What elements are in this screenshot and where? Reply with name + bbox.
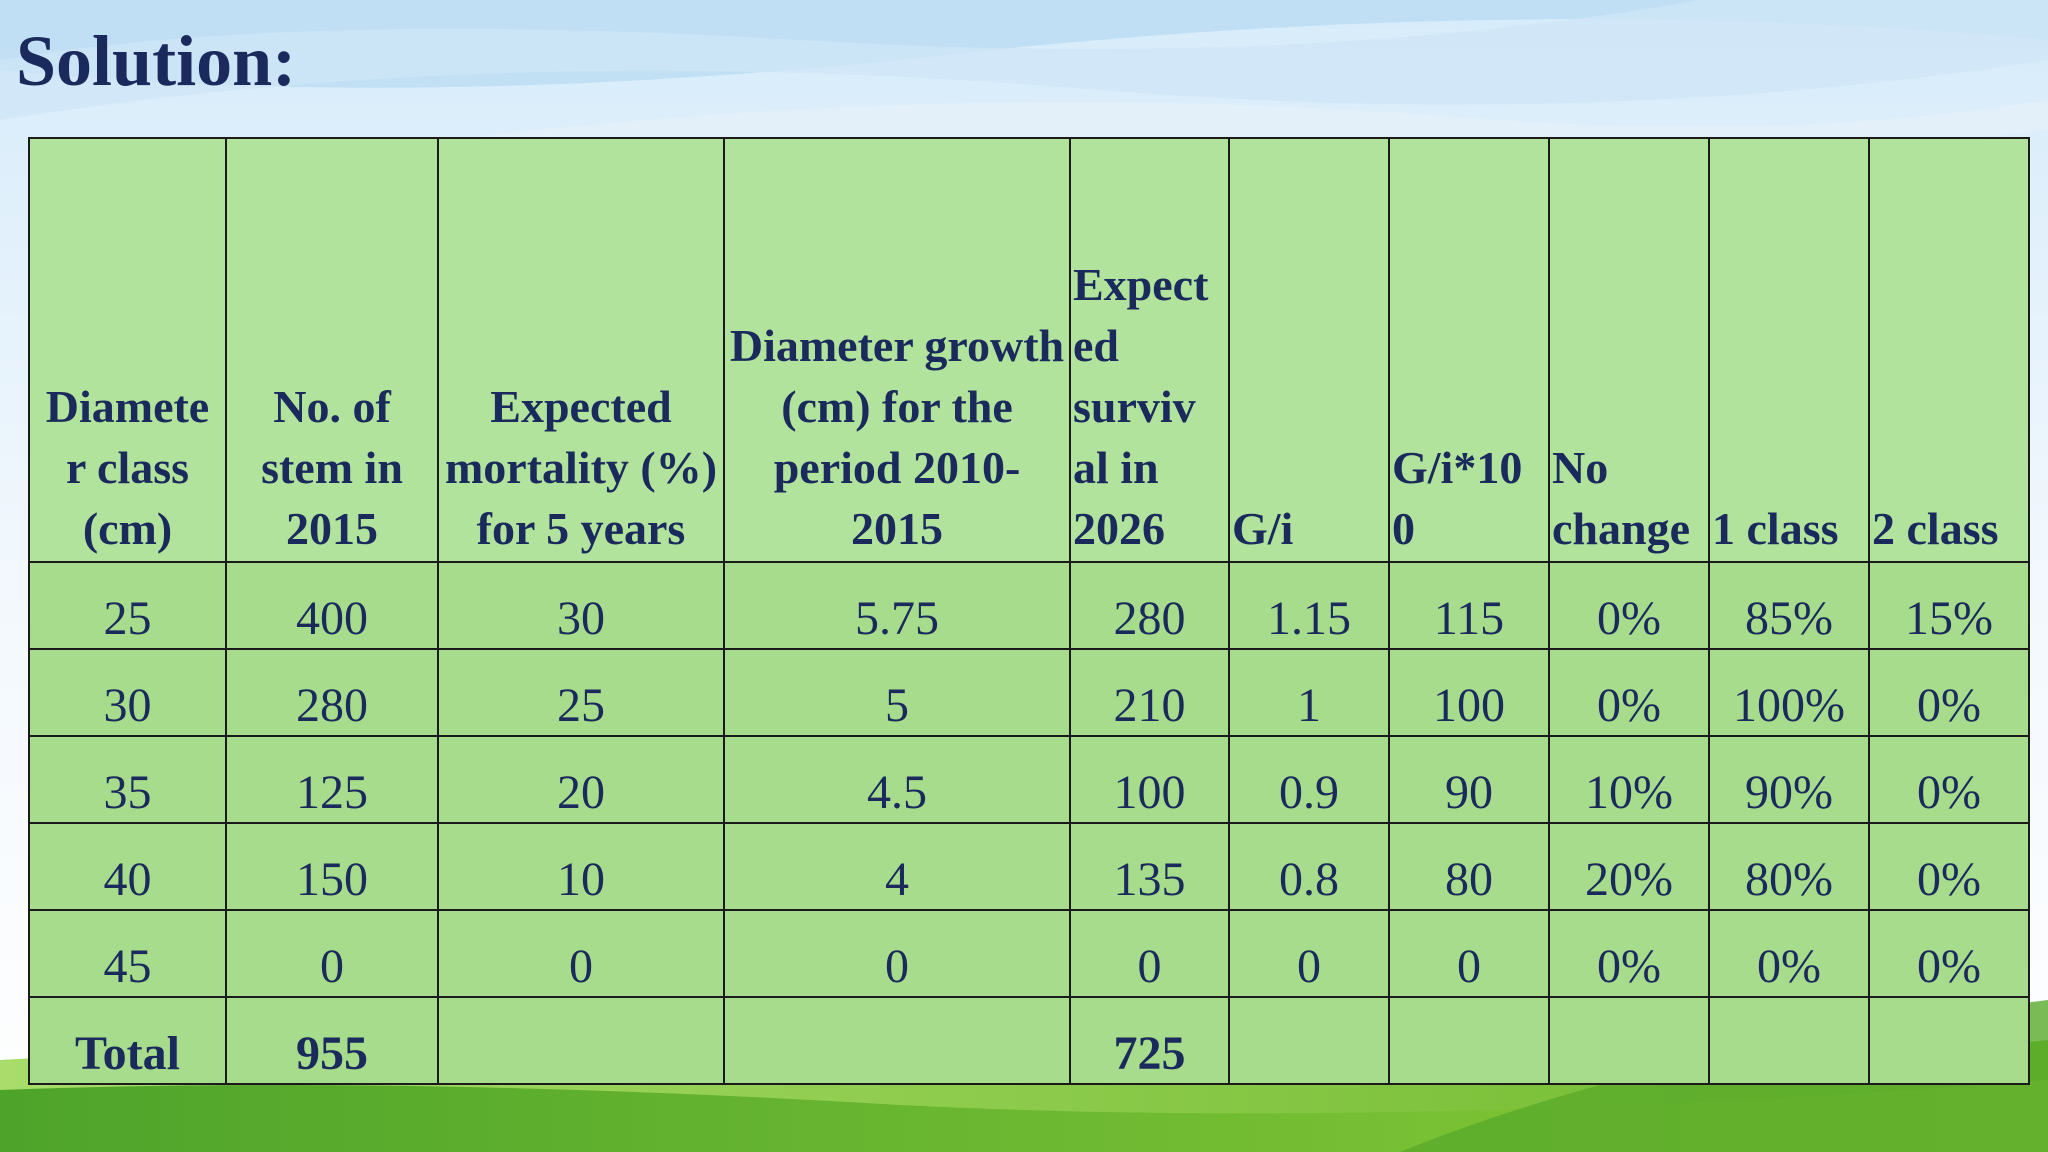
total-cell [1548,996,1710,1085]
table-cell: 0.9 [1228,735,1390,824]
table-cell: 90 [1388,735,1550,824]
table-cell: 15% [1868,561,2030,650]
header-2-class: 2 class [1868,137,2030,563]
table-cell: 0 [723,909,1071,998]
table-cell: 0 [1228,909,1390,998]
table-cell: 0% [1868,648,2030,737]
total-cell [437,996,725,1085]
header-expected-survival: Expect ed surviv al in 2026 [1069,137,1230,563]
table-cell: 80 [1388,822,1550,911]
header-g-i-100: G/i*10 0 [1388,137,1550,563]
total-row: Total 955 725 [28,996,2030,1085]
header-diameter-growth: Diameter growth (cm) for the period 2010… [723,137,1071,563]
table-cell: 0% [1868,909,2030,998]
table-cell: 5 [723,648,1071,737]
table-cell: 10% [1548,735,1710,824]
table-cell: 135 [1069,822,1230,911]
table-cell: 0% [1548,909,1710,998]
data-table: Diamete r class (cm) No. of stem in 2015… [28,137,2030,1085]
table-cell: 10 [437,822,725,911]
header-stem-count: No. of stem in 2015 [225,137,439,563]
header-mortality: Expected mortality (%) for 5 years [437,137,725,563]
table-cell: 280 [1069,561,1230,650]
table-cell: 125 [225,735,439,824]
total-cell [1228,996,1390,1085]
header-g-i: G/i [1228,137,1390,563]
total-cell: 955 [225,996,439,1085]
table-cell: 30 [437,561,725,650]
table-cell: 85% [1708,561,1870,650]
table-cell: 4 [723,822,1071,911]
table-cell: 90% [1708,735,1870,824]
table-cell: 0% [1868,735,2030,824]
slide-title: Solution: [16,21,297,101]
table-cell: 100 [1069,735,1230,824]
table-cell: 25 [28,561,227,650]
table-cell: 210 [1069,648,1230,737]
total-label: Total [28,996,227,1085]
table-cell: 0 [1069,909,1230,998]
table-cell: 0% [1548,648,1710,737]
table-cell: 1.15 [1228,561,1390,650]
total-cell [1708,996,1870,1085]
table-cell: 20% [1548,822,1710,911]
table-cell: 150 [225,822,439,911]
header-1-class: 1 class [1708,137,1870,563]
table-cell: 80% [1708,822,1870,911]
total-cell [1388,996,1550,1085]
table-cell: 0.8 [1228,822,1390,911]
header-no-change: No change [1548,137,1710,563]
table-cell: 0 [437,909,725,998]
table-cell: 30 [28,648,227,737]
total-cell [723,996,1071,1085]
total-cell [1868,996,2030,1085]
header-diameter-class: Diamete r class (cm) [28,137,227,563]
table-cell: 25 [437,648,725,737]
table-row: 30 280 25 5 210 1 100 0% 100% 0% [28,648,2030,737]
table-cell: 280 [225,648,439,737]
table-row: 40 150 10 4 135 0.8 80 20% 80% 0% [28,822,2030,911]
table-cell: 0% [1868,822,2030,911]
table-cell: 100 [1388,648,1550,737]
table-cell: 5.75 [723,561,1071,650]
table-cell: 0 [1388,909,1550,998]
total-cell: 725 [1069,996,1230,1085]
table-cell: 45 [28,909,227,998]
table-row: 25 400 30 5.75 280 1.15 115 0% 85% 15% [28,561,2030,650]
table-cell: 0% [1708,909,1870,998]
table-cell: 1 [1228,648,1390,737]
table-cell: 0 [225,909,439,998]
table-cell: 0% [1548,561,1710,650]
table-cell: 400 [225,561,439,650]
table-cell: 4.5 [723,735,1071,824]
header-row: Diamete r class (cm) No. of stem in 2015… [28,137,2030,563]
table-cell: 40 [28,822,227,911]
table-cell: 35 [28,735,227,824]
table-cell: 115 [1388,561,1550,650]
table-cell: 20 [437,735,725,824]
table-row: 45 0 0 0 0 0 0 0% 0% 0% [28,909,2030,998]
table-row: 35 125 20 4.5 100 0.9 90 10% 90% 0% [28,735,2030,824]
table-cell: 100% [1708,648,1870,737]
